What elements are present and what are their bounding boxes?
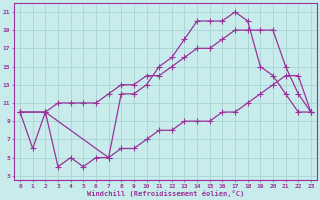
X-axis label: Windchill (Refroidissement éolien,°C): Windchill (Refroidissement éolien,°C) [87, 190, 244, 197]
